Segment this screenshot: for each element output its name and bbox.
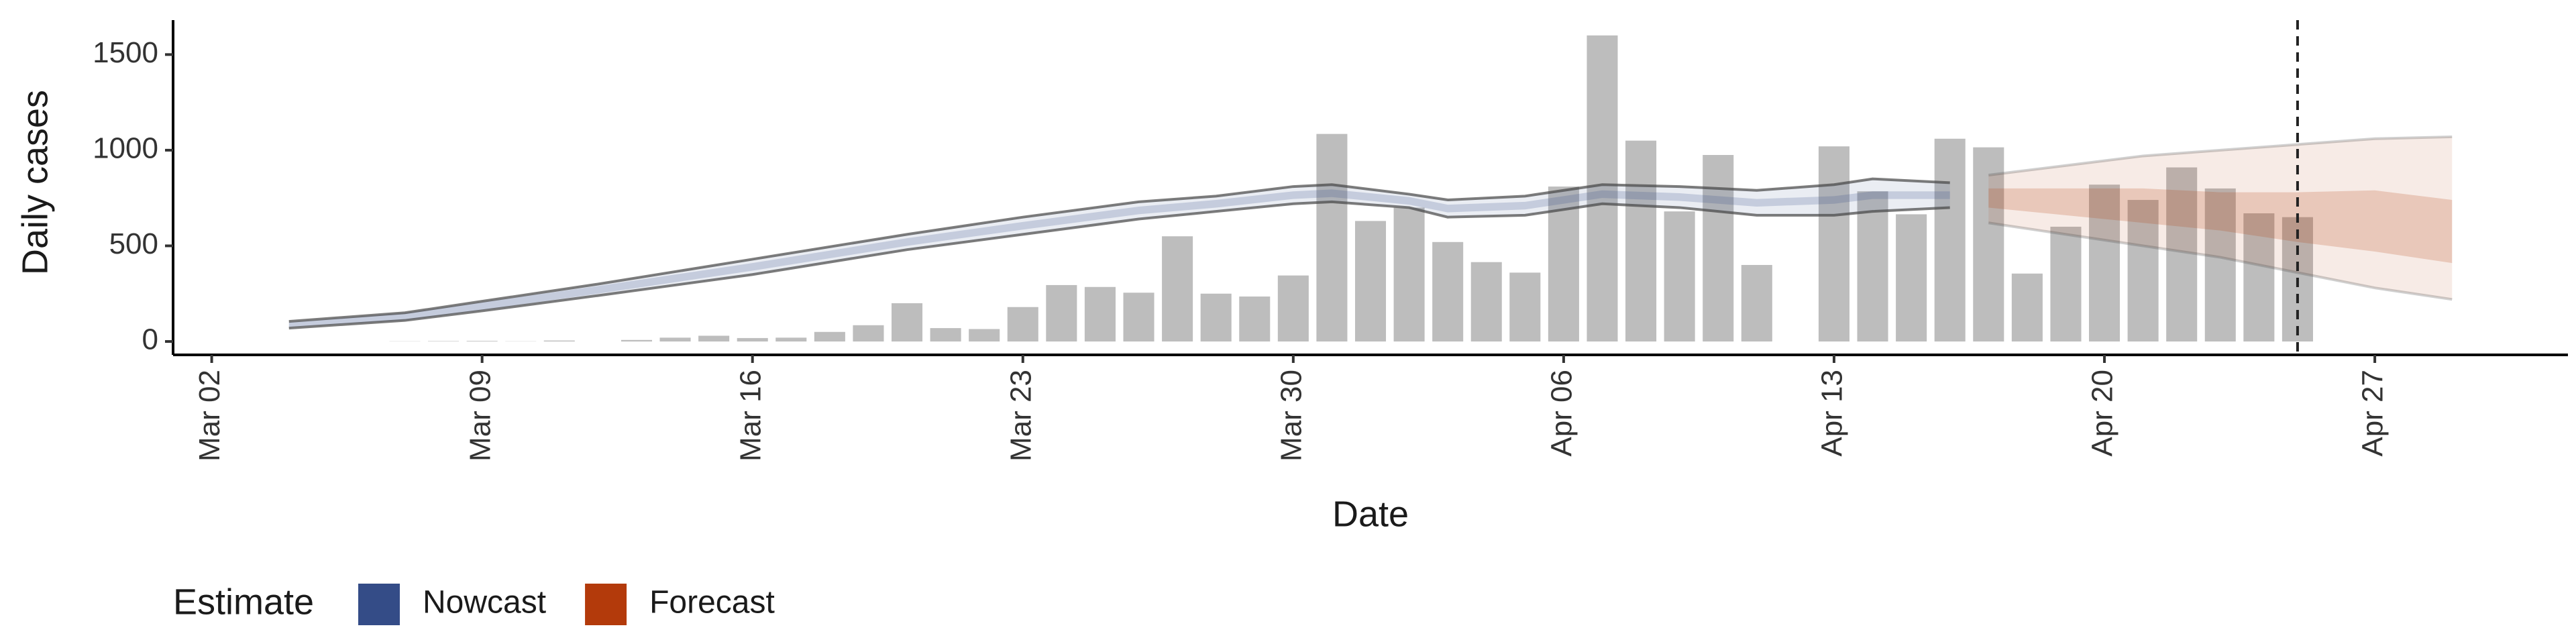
- bar: [1123, 292, 1155, 342]
- bar: [659, 337, 691, 342]
- bar: [1703, 155, 1734, 342]
- bar: [1625, 140, 1657, 342]
- legend-label: Nowcast: [423, 585, 546, 621]
- bar: [2127, 200, 2159, 342]
- legend-title: Estimate: [173, 582, 314, 622]
- bar: [1354, 221, 1387, 342]
- x-tick-label: Mar 02: [193, 370, 226, 462]
- interval-line: [288, 177, 1950, 323]
- bar: [814, 331, 845, 342]
- bar: [969, 329, 1000, 342]
- bar: [1277, 275, 1309, 342]
- bar: [1857, 191, 1888, 342]
- bar: [2050, 226, 2082, 342]
- y-tick-label: 500: [109, 227, 158, 260]
- bar: [621, 339, 652, 342]
- bar: [2089, 184, 2121, 342]
- bar: [2204, 188, 2236, 342]
- bar: [1587, 35, 1618, 342]
- bar: [1239, 297, 1271, 342]
- y-tick-label: 1000: [93, 132, 158, 165]
- bar: [2166, 167, 2198, 342]
- bar: [1432, 241, 1464, 342]
- interval-line: [1988, 135, 2453, 176]
- bar: [1393, 207, 1425, 342]
- bar: [1007, 307, 1038, 342]
- bar: [1818, 146, 1849, 342]
- y-axis-title: Daily cases: [15, 90, 55, 275]
- x-tick-label: Apr 20: [2086, 370, 2119, 457]
- bar: [1896, 214, 1927, 342]
- x-tick-label: Mar 16: [734, 370, 767, 462]
- y-tick-label: 1500: [93, 36, 158, 69]
- bar: [1162, 236, 1193, 342]
- x-tick-label: Apr 06: [1546, 370, 1578, 457]
- bar: [1509, 272, 1541, 342]
- bar: [1084, 286, 1116, 342]
- x-tick-label: Apr 13: [1816, 370, 1849, 457]
- legend-label: Forecast: [649, 585, 775, 621]
- bar: [1200, 293, 1232, 342]
- interval-line: [1988, 221, 2453, 301]
- bar: [775, 337, 807, 342]
- x-tick-label: Mar 30: [1275, 370, 1307, 462]
- bar: [1470, 262, 1502, 342]
- x-tick-label: Mar 23: [1004, 370, 1037, 462]
- x-tick-label: Apr 27: [2357, 370, 2390, 457]
- legend-key: [358, 584, 400, 625]
- bar: [2243, 213, 2275, 342]
- bar: [1316, 133, 1348, 342]
- bar: [1934, 138, 1966, 342]
- bar: [698, 335, 730, 342]
- legend-key: [585, 584, 627, 625]
- bar: [2011, 273, 2043, 342]
- outer-interval: [1988, 136, 2453, 300]
- x-tick-label: Mar 09: [464, 370, 496, 462]
- bar: [930, 328, 961, 342]
- bar: [1664, 211, 1695, 342]
- bar: [1741, 264, 1772, 342]
- y-tick-label: 0: [142, 323, 158, 356]
- bar: [737, 337, 768, 342]
- x-axis-title: Date: [1332, 494, 1409, 534]
- bar: [1046, 284, 1077, 342]
- interval-line: [288, 200, 1950, 330]
- inner-interval: [1988, 188, 2453, 264]
- bar: [892, 303, 923, 342]
- bar: [853, 325, 884, 342]
- bar: [1973, 147, 2004, 342]
